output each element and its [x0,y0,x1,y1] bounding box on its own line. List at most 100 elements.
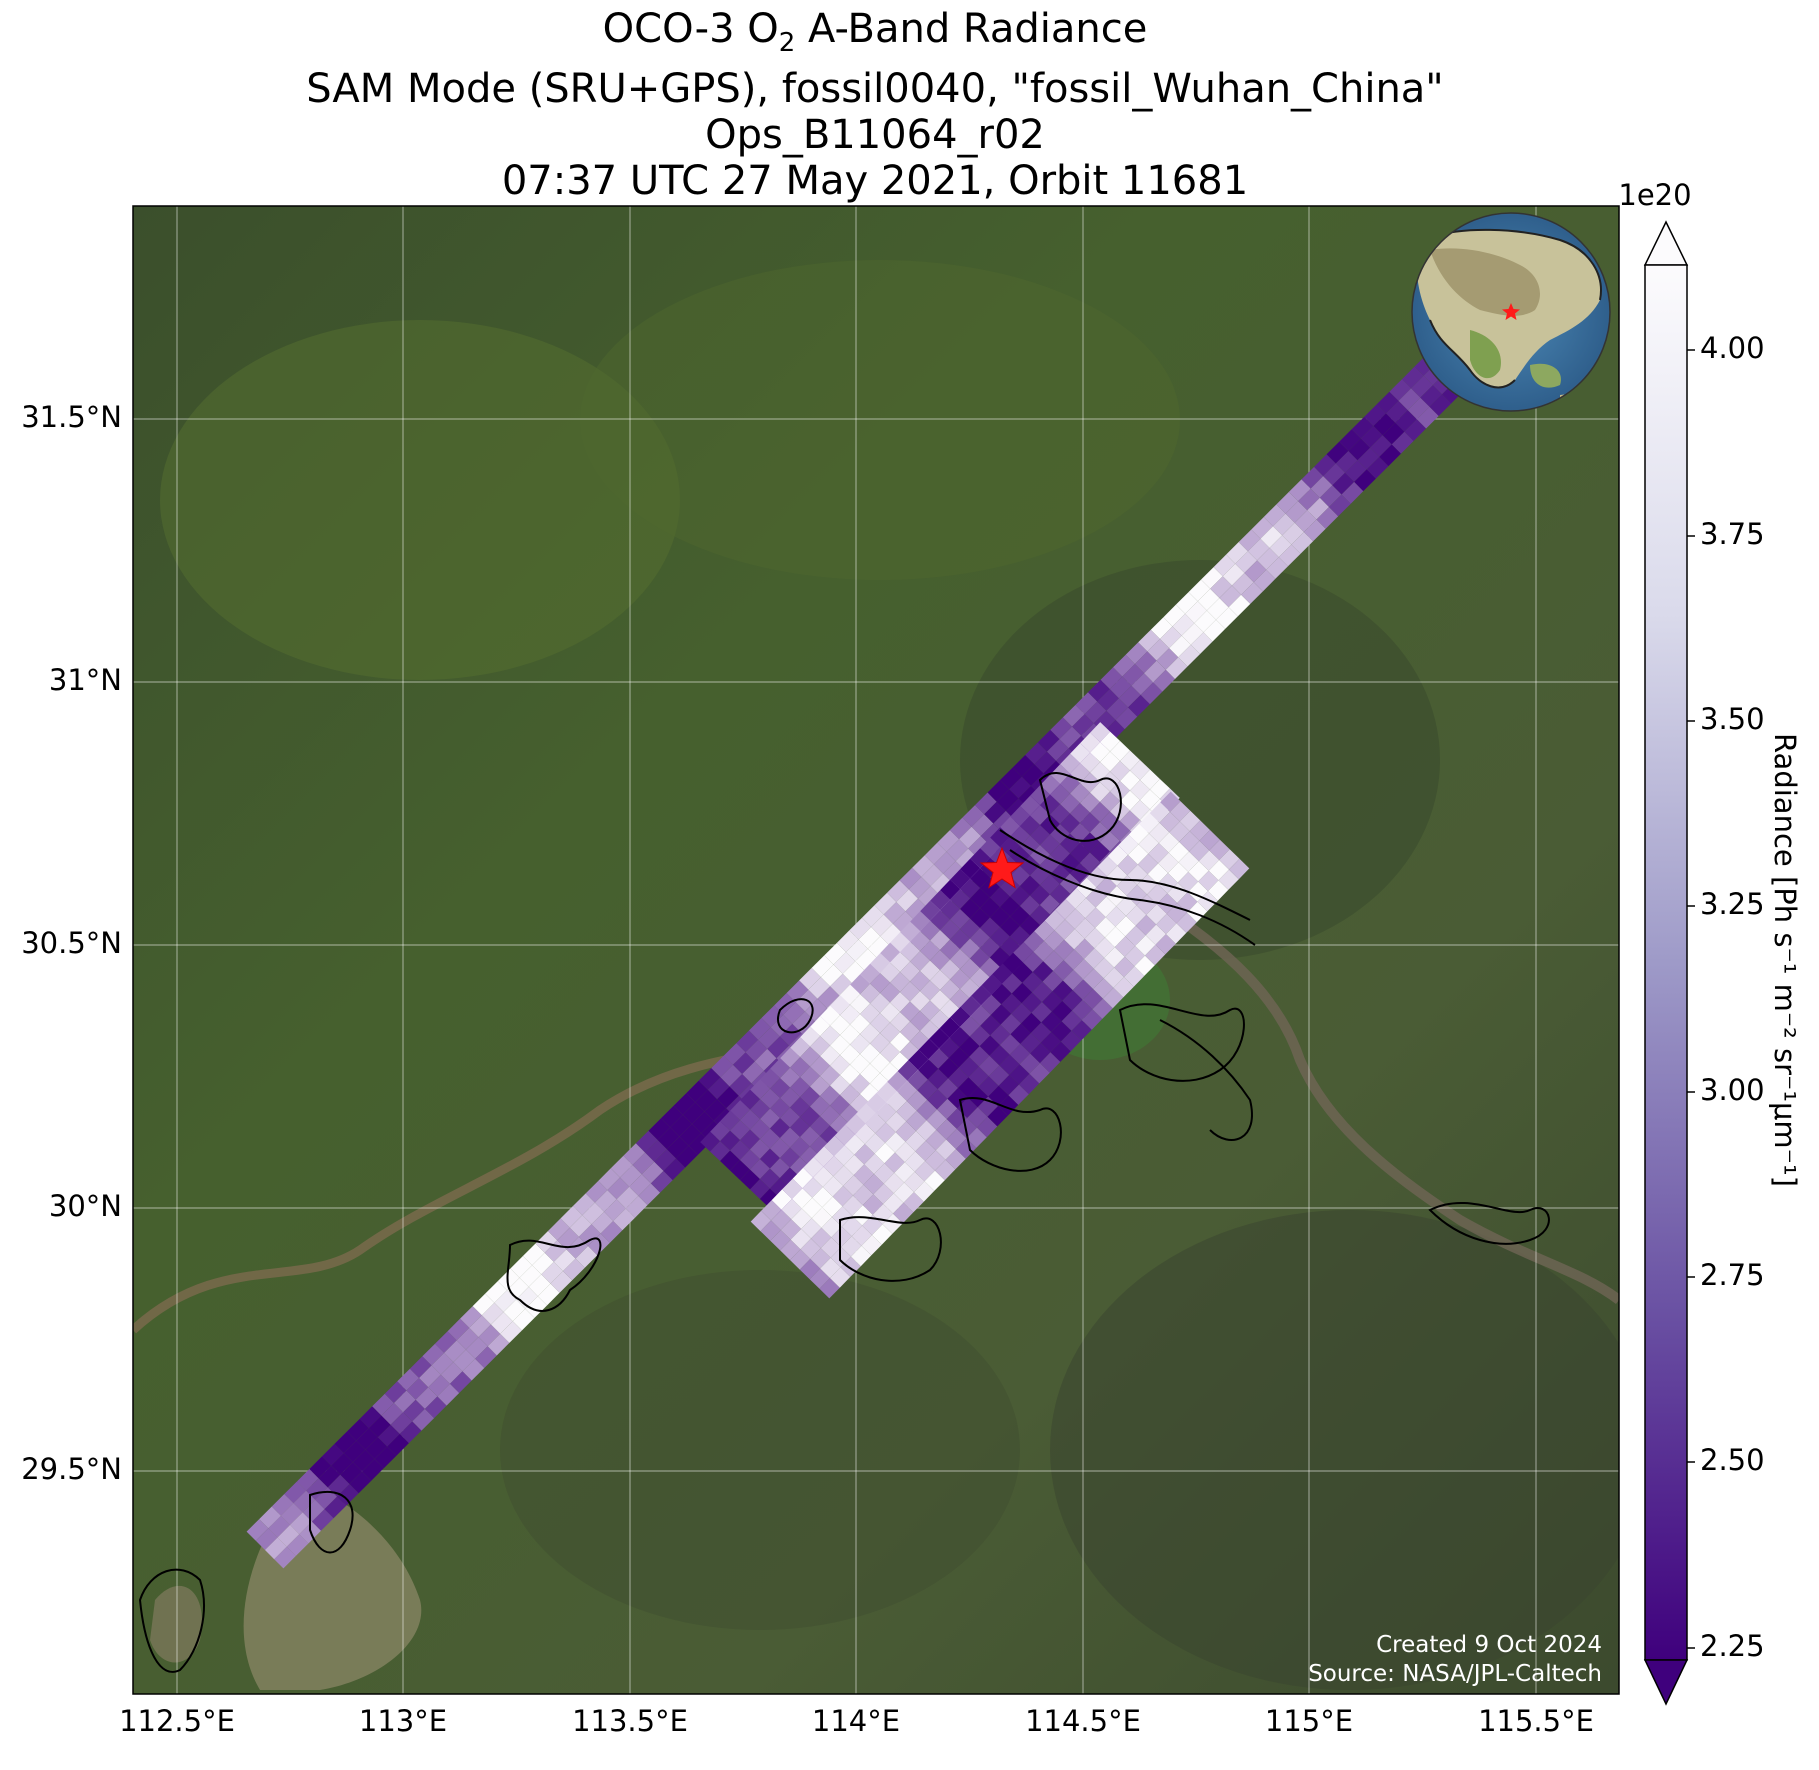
radiance-footprint [866,1092,887,1113]
radiance-footprint [823,1155,844,1177]
radiance-footprint [770,1014,793,1037]
radiance-footprint [616,1186,639,1209]
radiance-footprint [1188,579,1211,602]
radiance-footprint [1345,460,1367,482]
radiance-footprint [1145,944,1166,966]
radiance-footprint [1226,542,1248,564]
radiance-footprint [896,1101,917,1122]
radiance-footprint [1008,1084,1029,1105]
radiance-footprint [780,1067,801,1088]
radiance-footprint [955,848,978,871]
radiance-footprint [1065,888,1086,909]
radiance-footprint [801,1218,822,1239]
radiance-footprint [516,1286,538,1309]
radiance-footprint [1135,935,1156,956]
radiance-footprint [1170,801,1191,822]
radiance-footprint [860,963,881,984]
radiance-footprint [1137,853,1159,875]
radiance-footprint [740,1169,760,1190]
radiance-footprint [820,964,843,987]
radiance-footprint [790,1097,810,1117]
radiance-footprint [919,1020,940,1041]
radiance-footprint [962,805,985,827]
radiance-footprint [780,1047,801,1068]
radiance-footprint [850,1074,870,1094]
radiance-footprint [990,1024,1011,1045]
radiance-footprint [1060,753,1081,774]
radiance-footprint [760,1148,780,1169]
radiance-footprint [412,1408,435,1431]
radiance-footprint [920,920,941,941]
radiance-footprint [1360,426,1383,448]
contour-lines [138,772,1550,1673]
radiance-footprint [750,1179,770,1199]
radiance-footprint [1062,990,1083,1011]
radiance-footprint [324,1496,347,1519]
radiance-footprint [925,1150,946,1171]
radiance-footprint [930,990,950,1010]
radiance-footprint [830,1055,850,1075]
radiance-footprint [939,1017,960,1038]
radiance-footprint [1053,939,1075,961]
radiance-footprint [780,1147,800,1168]
radiance-footprint [1139,789,1160,810]
radiance-footprint [831,1226,852,1247]
radiance-footprint [966,1127,987,1148]
radiance-footprint [1092,998,1113,1019]
radiance-footprint [322,1443,344,1466]
radiance-footprint [800,1046,821,1067]
radiance-footprint [1075,692,1098,715]
radiance-footprint [1000,816,1021,837]
radiance-footprint [1005,798,1028,821]
radiance-footprint [1019,1053,1040,1074]
radiance-footprint [871,914,893,937]
radiance-footprint [1169,821,1190,842]
radiance-footprint [852,1205,873,1226]
radiance-footprint [970,1005,991,1026]
radiance-footprint [893,1182,914,1203]
radiance-footprint [1109,676,1132,699]
radiance-footprint [939,1037,960,1058]
radiance-footprint [840,1004,861,1025]
radiance-footprint [1118,834,1139,855]
radiance-footprint [1106,698,1129,720]
radiance-footprint [1386,400,1408,423]
radiance-footprint [1335,451,1358,473]
lat-tick: 30.5°N [21,926,122,960]
radiance-footprint [1216,607,1238,629]
radiance-footprint [419,1365,441,1388]
radiance-footprint [1206,598,1229,620]
radiance-footprint [1351,416,1374,439]
radiance-footprint [600,1221,623,1243]
radiance-footprint [1060,853,1080,874]
radiance-footprint [1134,955,1155,976]
radiance-footprint [819,1125,840,1146]
radiance-footprint [851,1225,872,1246]
radiance-footprint [929,1010,950,1030]
radiance-footprint [1398,388,1421,411]
radiance-footprint [1044,909,1065,931]
target-location-star [979,846,1025,889]
radiance-footprint [1429,394,1452,416]
radiance-footprint [1050,844,1070,864]
radiance-footprint [886,1091,907,1112]
radiance-footprint [1251,517,1273,539]
radiance-footprint [843,1154,865,1176]
radiance-footprint [1100,751,1120,772]
radiance-footprint [874,1163,895,1184]
radiance-footprint [1269,535,1292,558]
radiance-footprint [992,963,1013,984]
radiance-footprint [850,974,871,995]
radiance-footprint [1070,843,1090,863]
radiance-footprint [1247,538,1270,561]
radiance-footprint [1071,1020,1092,1041]
radiance-footprint [686,1080,708,1103]
radiance-footprint [899,1041,920,1062]
radiance-footprint [745,1039,768,1062]
radiance-footprint [1379,444,1401,467]
radiance-footprint [1100,771,1120,792]
radiance-footprint [1129,800,1150,820]
radiance-footprint [970,948,990,968]
radiance-footprint [1168,862,1189,883]
radiance-footprint [800,1086,820,1107]
